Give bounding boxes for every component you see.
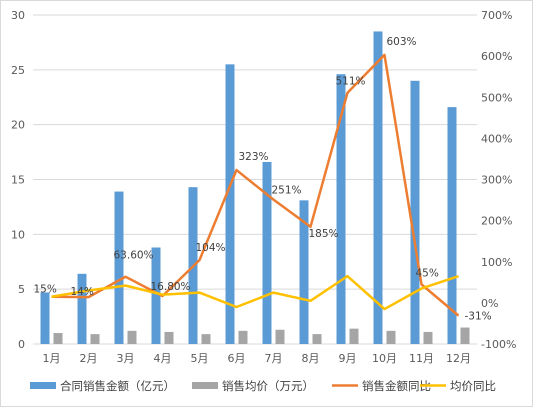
bar-avg-price <box>460 327 470 344</box>
data-label: 63.60% <box>114 250 154 262</box>
bar-avg-price <box>275 329 285 344</box>
right-tick-label: 200% <box>481 215 512 228</box>
right-axis: -100% 0% 100% 200% 300% 400% 500% 600% 700% <box>481 9 516 351</box>
x-tick-label: 12月 <box>446 352 471 365</box>
bar-sales-amount <box>225 64 235 344</box>
bar-sales-amount <box>447 107 457 345</box>
data-label: 14% <box>71 286 94 298</box>
right-tick-label: 100% <box>481 256 512 269</box>
bar-avg-price <box>312 334 322 344</box>
bar-avg-price <box>349 328 359 344</box>
x-tick-label: 4月 <box>154 352 172 365</box>
bar-sales-amount <box>151 247 161 344</box>
x-axis: 1月 2月 3月 4月 5月 6月 7月 8月 9月 10月 11月 12月 <box>43 352 472 365</box>
left-tick-label: 5 <box>18 283 25 296</box>
lines <box>51 53 460 317</box>
legend-label: 销售均价（万元） <box>222 379 314 393</box>
right-tick-label: 600% <box>481 50 512 63</box>
data-label: 323% <box>239 151 269 163</box>
legend-label: 合同销售金额（亿元） <box>60 379 175 393</box>
right-tick-label: 500% <box>481 91 512 104</box>
bar-avg-price <box>423 331 433 344</box>
bar-sales-amount <box>114 191 124 344</box>
legend: 合同销售金额（亿元） 销售均价（万元） 销售金额同比 均价同比 <box>30 379 496 393</box>
right-tick-label: 400% <box>481 132 512 145</box>
x-tick-label: 6月 <box>228 352 246 365</box>
bar-sales-amount <box>336 74 346 344</box>
x-tick-label: 11月 <box>409 352 434 365</box>
left-tick-label: 25 <box>11 64 25 77</box>
bar-sales-amount <box>299 200 309 344</box>
legend-label: 销售金额同比 <box>362 379 431 393</box>
data-labels: 15% 14% 63.60% 16.80% 104% 323% 251% 185% 511% 60… <box>34 36 492 323</box>
right-tick-label: 300% <box>481 174 512 187</box>
bar-avg-price <box>53 333 63 344</box>
left-tick-label: 0 <box>18 338 25 351</box>
left-tick-label: 10 <box>11 228 25 241</box>
line-sales-yoy <box>51 53 460 317</box>
bar-sales-amount <box>410 80 420 345</box>
bar-avg-price <box>127 330 137 344</box>
data-label: 104% <box>196 242 226 254</box>
bar-avg-price <box>238 330 248 344</box>
left-tick-label: 30 <box>11 9 25 22</box>
legend-swatch <box>30 382 56 389</box>
left-axis: 0 5 10 15 20 25 30 <box>11 9 25 351</box>
right-tick-label: 700% <box>481 9 512 22</box>
x-tick-label: 2月 <box>80 352 98 365</box>
bar-avg-price <box>386 330 396 344</box>
bar-sales-amount <box>77 273 87 344</box>
data-label: -31% <box>465 311 492 323</box>
x-tick-label: 9月 <box>339 352 357 365</box>
data-label: 603% <box>387 36 417 48</box>
x-tick-label: 10月 <box>372 352 397 365</box>
x-tick-label: 8月 <box>302 352 320 365</box>
x-tick-label: 1月 <box>43 352 61 365</box>
legend-swatch <box>192 382 218 389</box>
legend-label: 均价同比 <box>450 379 496 393</box>
left-tick-label: 15 <box>11 174 25 187</box>
x-tick-label: 3月 <box>117 352 135 365</box>
data-label: 185% <box>309 228 339 240</box>
left-tick-label: 20 <box>11 119 25 132</box>
bar-sales-amount <box>262 161 272 344</box>
bar-sales-amount <box>40 292 50 344</box>
bar-avg-price <box>201 334 211 344</box>
data-label: 251% <box>272 185 302 197</box>
x-tick-label: 5月 <box>191 352 209 365</box>
data-label: 15% <box>34 284 57 296</box>
right-tick-label: 0% <box>481 297 498 310</box>
data-label: 45% <box>416 267 439 279</box>
line-price-yoy <box>51 274 459 311</box>
bar-avg-price <box>164 331 174 344</box>
bar-avg-price <box>90 334 100 344</box>
right-tick-label: -100% <box>481 338 516 351</box>
x-tick-label: 7月 <box>265 352 283 365</box>
data-label: 16.80% <box>151 281 191 293</box>
bar-sales-amount <box>373 31 383 344</box>
data-label: 511% <box>336 76 366 88</box>
